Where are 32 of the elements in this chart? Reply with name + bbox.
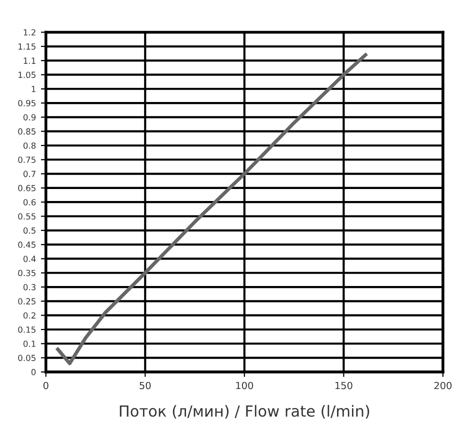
x-tick-label: 0: [43, 382, 48, 390]
y-tick-label: 0.1: [23, 340, 36, 347]
y-tick-label: 0: [31, 368, 36, 376]
y-tick-label: 0.55: [18, 213, 36, 220]
y-tick-label: 0.15: [18, 326, 36, 333]
y-tick-label: 1.15: [18, 43, 36, 50]
y-tick-label: 0.65: [18, 184, 36, 192]
y-tick-label: 0.85: [18, 128, 36, 135]
x-tick-label: 100: [236, 382, 254, 390]
y-tick-label: 0.35: [18, 270, 36, 276]
y-tick-label: 0.75: [18, 156, 36, 163]
y-tick-label: 1.2: [24, 29, 36, 36]
y-tick-label: 0.8: [23, 142, 36, 149]
y-tick-label: 0.05: [18, 354, 36, 362]
y-tick-label: 0.9: [23, 114, 36, 120]
x-tick-label: 50: [140, 382, 151, 390]
y-tick-label: 0.6: [23, 199, 36, 206]
x-axis-title: Поток (л/мин) / Flow rate (l/min): [120, 404, 370, 419]
line-series: [56, 53, 368, 366]
x-tick-label: 200: [434, 382, 452, 390]
y-tick-label: 0.2: [23, 312, 36, 319]
y-tick-label: 1: [32, 86, 36, 92]
y-tick-label: 0.7: [23, 170, 36, 178]
y-tick-label: 0.45: [18, 242, 36, 248]
y-tick-label: 0.3: [23, 284, 36, 290]
x-tick-label: 150: [335, 382, 352, 390]
y-tick-label: 0.5: [23, 227, 36, 234]
y-tick-label: 0.4: [23, 256, 36, 262]
y-tick-label: 1.1: [24, 58, 36, 64]
y-tick-label: 1.05: [18, 72, 36, 78]
y-tick-label: 0.95: [18, 100, 36, 106]
y-tick-label: 0.25: [18, 298, 36, 304]
